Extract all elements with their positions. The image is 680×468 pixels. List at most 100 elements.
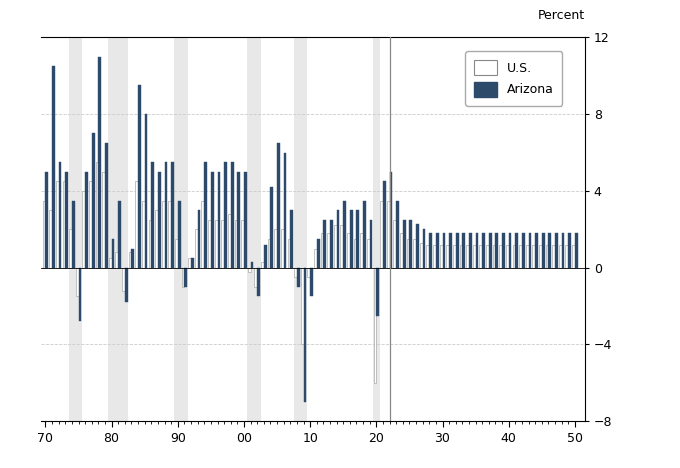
Bar xyxy=(493,245,496,268)
Bar xyxy=(489,233,492,268)
Bar xyxy=(72,200,75,268)
Bar xyxy=(449,233,452,268)
Bar xyxy=(169,200,171,268)
Bar xyxy=(307,268,310,277)
Bar xyxy=(211,172,214,268)
Legend: U.S., Arizona: U.S., Arizona xyxy=(465,51,562,106)
Bar xyxy=(268,239,271,268)
Bar xyxy=(469,233,472,268)
Bar xyxy=(310,268,313,297)
Bar xyxy=(456,233,458,268)
Bar xyxy=(519,245,522,268)
Bar xyxy=(376,268,379,316)
Bar xyxy=(85,172,88,268)
Bar xyxy=(241,220,244,268)
Bar xyxy=(257,268,260,297)
Bar xyxy=(436,233,439,268)
Bar xyxy=(462,233,465,268)
Bar xyxy=(320,233,324,268)
Bar xyxy=(350,210,353,268)
Bar xyxy=(138,85,141,268)
Bar xyxy=(294,268,297,277)
Bar xyxy=(182,268,184,287)
Bar xyxy=(118,200,121,268)
Bar xyxy=(568,233,571,268)
Bar xyxy=(526,245,528,268)
Bar xyxy=(75,268,78,297)
Bar xyxy=(334,226,337,268)
Bar xyxy=(433,245,436,268)
Bar xyxy=(96,162,99,268)
Bar xyxy=(99,57,101,268)
Bar xyxy=(301,268,303,344)
Bar xyxy=(224,162,227,268)
Bar xyxy=(475,233,479,268)
Bar xyxy=(221,220,224,268)
Bar xyxy=(116,252,118,268)
Bar xyxy=(231,162,233,268)
Bar xyxy=(545,245,548,268)
Bar xyxy=(327,233,330,268)
Bar xyxy=(499,245,502,268)
Bar xyxy=(135,181,138,268)
Bar xyxy=(92,133,95,268)
Bar xyxy=(506,245,509,268)
Bar xyxy=(158,172,160,268)
Bar xyxy=(337,210,339,268)
Bar xyxy=(473,245,475,268)
Bar xyxy=(248,268,251,271)
Bar xyxy=(341,226,343,268)
Bar xyxy=(479,245,482,268)
Bar xyxy=(363,200,366,268)
Bar xyxy=(129,252,131,268)
Bar xyxy=(390,172,392,268)
Bar xyxy=(539,245,542,268)
Bar xyxy=(356,210,359,268)
Bar xyxy=(324,220,326,268)
Bar xyxy=(102,172,105,268)
Bar xyxy=(215,220,218,268)
Bar xyxy=(502,233,505,268)
Bar xyxy=(288,239,290,268)
Bar xyxy=(145,114,148,268)
Bar xyxy=(542,233,545,268)
Bar xyxy=(403,220,405,268)
Bar xyxy=(264,245,267,268)
Bar xyxy=(566,245,568,268)
Bar xyxy=(373,37,379,421)
Bar xyxy=(396,200,399,268)
Bar xyxy=(165,162,167,268)
Bar xyxy=(188,258,191,268)
Bar xyxy=(237,172,240,268)
Bar xyxy=(69,37,82,421)
Bar xyxy=(440,245,443,268)
Bar xyxy=(303,268,306,402)
Bar xyxy=(559,245,562,268)
Bar xyxy=(426,245,429,268)
Bar xyxy=(274,229,277,268)
Bar xyxy=(496,233,498,268)
Bar xyxy=(555,233,558,268)
Bar xyxy=(244,172,247,268)
Bar xyxy=(453,245,456,268)
Bar xyxy=(142,200,145,268)
Bar xyxy=(330,220,333,268)
Bar xyxy=(184,268,187,287)
Bar xyxy=(49,210,52,268)
Bar xyxy=(347,233,350,268)
Bar xyxy=(46,172,48,268)
Bar xyxy=(409,220,412,268)
Bar xyxy=(277,143,280,268)
Bar xyxy=(284,153,286,268)
Bar xyxy=(254,268,257,287)
Bar xyxy=(380,200,383,268)
Bar xyxy=(482,233,485,268)
Bar xyxy=(162,200,165,268)
Bar xyxy=(466,245,469,268)
Bar xyxy=(63,181,65,268)
Bar xyxy=(513,245,515,268)
Bar xyxy=(78,268,82,322)
Bar xyxy=(105,143,107,268)
Bar xyxy=(148,220,152,268)
Bar xyxy=(572,245,575,268)
